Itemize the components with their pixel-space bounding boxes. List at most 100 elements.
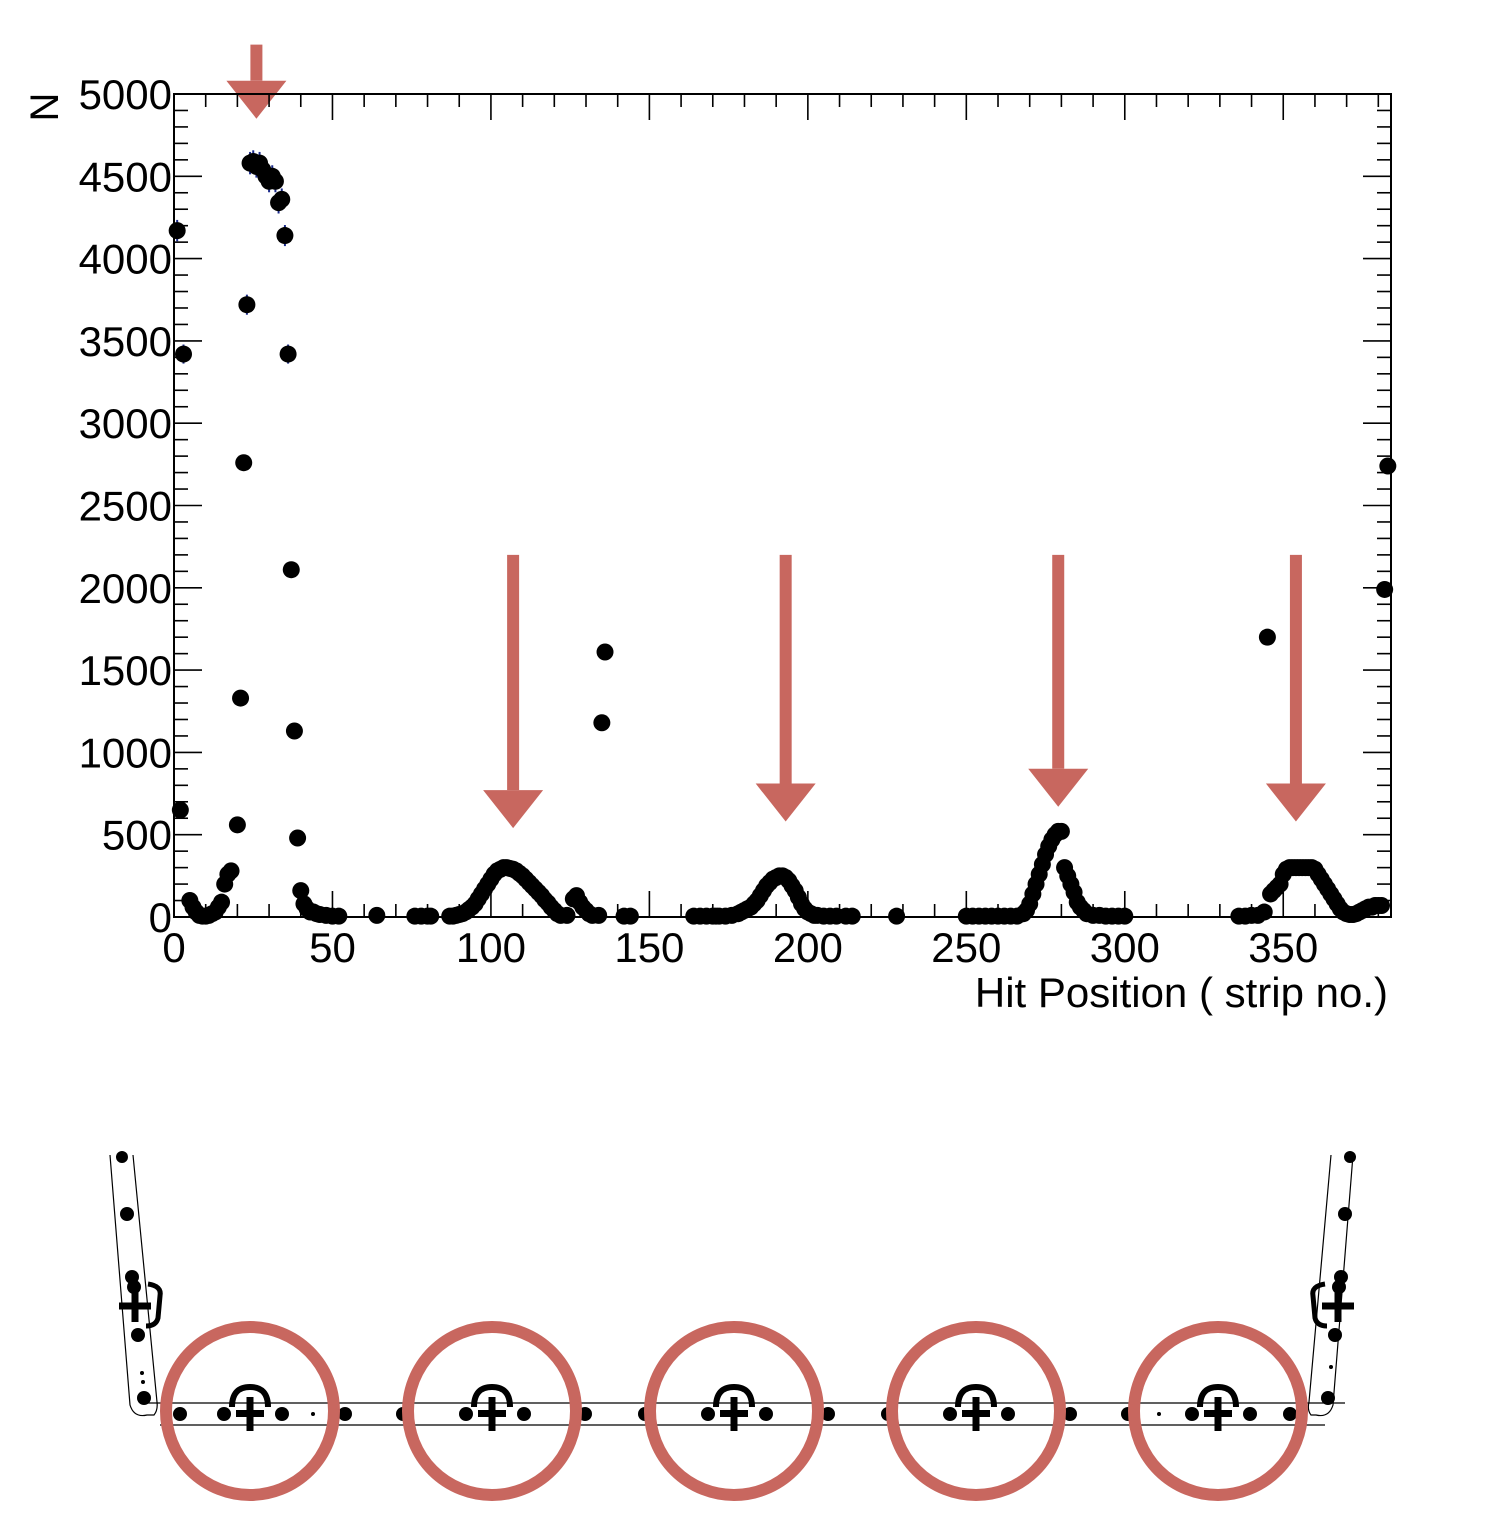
data-point xyxy=(422,907,440,925)
module-highlight-circle xyxy=(644,1321,824,1501)
data-point xyxy=(1052,822,1070,840)
data-point xyxy=(368,906,386,924)
data-point xyxy=(175,345,193,363)
sensor-dot xyxy=(173,1407,187,1421)
sensor-dot xyxy=(943,1407,957,1421)
sensor-dot xyxy=(1185,1407,1199,1421)
data-point xyxy=(558,906,576,924)
sensor-dot xyxy=(701,1407,715,1421)
data-point xyxy=(1379,457,1397,475)
peak-arrow-shaft xyxy=(1289,554,1302,784)
sensor-dot xyxy=(131,1328,145,1342)
module-highlight-circle xyxy=(402,1321,582,1501)
y-tick-label: 5000 xyxy=(79,71,172,118)
sensor-dot xyxy=(275,1407,289,1421)
peak-arrows xyxy=(226,44,1326,829)
y-tick-label: 2000 xyxy=(79,565,172,612)
peak-arrow xyxy=(1265,554,1326,822)
data-point xyxy=(1255,903,1273,921)
bracket-icon xyxy=(1310,1281,1328,1329)
data-point xyxy=(1258,628,1276,646)
detector-module xyxy=(459,1383,531,1431)
sensor-dot xyxy=(1001,1407,1015,1421)
sensor-dot xyxy=(1243,1407,1257,1421)
sensor-dot xyxy=(140,1371,144,1375)
x-axis-tick-labels: 0 50 100 150 200 250 300 350 xyxy=(162,924,1318,971)
data-point xyxy=(593,714,611,732)
data-point xyxy=(843,907,861,925)
data-point xyxy=(228,816,246,834)
data-point xyxy=(213,893,231,911)
y-tick-label: 500 xyxy=(102,812,172,859)
sensor-dot xyxy=(1283,1407,1297,1421)
module-arch xyxy=(471,1383,513,1408)
sensor-dot xyxy=(459,1407,473,1421)
sensor-dot xyxy=(141,1380,145,1384)
peak-arrow xyxy=(1028,554,1089,807)
sensor-dot xyxy=(311,1412,315,1416)
data-point xyxy=(276,227,294,245)
y-tick-label: 1000 xyxy=(79,729,172,776)
peak-arrow-shaft xyxy=(1052,554,1065,769)
data-point xyxy=(590,906,608,924)
sensor-dot xyxy=(1344,1151,1356,1163)
data-point xyxy=(273,190,291,208)
left-arm-outline xyxy=(109,1154,158,1417)
detector-module xyxy=(217,1383,289,1431)
sensor-dot xyxy=(1338,1207,1352,1221)
data-point xyxy=(330,907,348,925)
sensor-dot xyxy=(517,1407,531,1421)
data-point xyxy=(282,561,300,579)
sensor-dot xyxy=(217,1407,231,1421)
module-plus-v xyxy=(730,1397,738,1431)
module-plus-v xyxy=(246,1397,254,1431)
sensor-dot xyxy=(338,1407,352,1421)
sensor-dot xyxy=(1329,1365,1333,1369)
y-axis-label: N xyxy=(23,93,67,122)
y-tick-label: 3000 xyxy=(79,400,172,447)
y-tick-label: 0 xyxy=(149,894,172,941)
module-plus-v xyxy=(972,1397,980,1431)
data-point xyxy=(279,345,297,363)
y-tick-label: 4000 xyxy=(79,236,172,283)
module-arch xyxy=(1197,1383,1239,1408)
detector-module xyxy=(1185,1383,1257,1431)
x-tick-label: 200 xyxy=(773,924,843,971)
peak-arrow xyxy=(226,44,287,119)
peak-arrow-head xyxy=(1265,783,1326,822)
x-tick-label: 50 xyxy=(309,924,356,971)
peak-arrow xyxy=(483,554,544,829)
data-point xyxy=(888,907,906,925)
hit-position-chart: 0500100015002000250030003500400045005000… xyxy=(23,44,1397,1016)
x-tick-label: 0 xyxy=(162,924,185,971)
x-axis-label: Hit Position ( strip no.) xyxy=(975,969,1388,1016)
sensor-dot xyxy=(1328,1328,1342,1342)
plus-icon xyxy=(1334,1290,1342,1322)
sensor-dot xyxy=(759,1407,773,1421)
peak-arrow-head xyxy=(1028,768,1089,807)
data-point xyxy=(222,862,240,880)
module-arch xyxy=(229,1383,271,1408)
data-point xyxy=(1376,580,1394,598)
data-point xyxy=(232,689,250,707)
peak-arrow-head xyxy=(226,80,287,119)
peak-arrow-shaft xyxy=(507,554,520,791)
sensor-dot xyxy=(821,1407,835,1421)
module-plus-v xyxy=(1214,1397,1222,1431)
peak-arrow-shaft xyxy=(779,554,792,784)
peak-arrow-shaft xyxy=(250,44,263,81)
x-tick-label: 350 xyxy=(1248,924,1318,971)
data-point xyxy=(289,829,307,847)
data-point xyxy=(1116,907,1134,925)
data-point xyxy=(238,296,256,314)
right-arm-outline xyxy=(1307,1154,1354,1417)
data-point xyxy=(285,722,303,740)
module-highlight-circle xyxy=(1128,1321,1308,1501)
x-tick-label: 250 xyxy=(931,924,1001,971)
sensor-dot xyxy=(116,1151,128,1163)
module-highlight-circle xyxy=(160,1321,340,1501)
x-tick-label: 150 xyxy=(614,924,684,971)
data-point xyxy=(168,222,186,240)
data-points xyxy=(168,152,1397,925)
